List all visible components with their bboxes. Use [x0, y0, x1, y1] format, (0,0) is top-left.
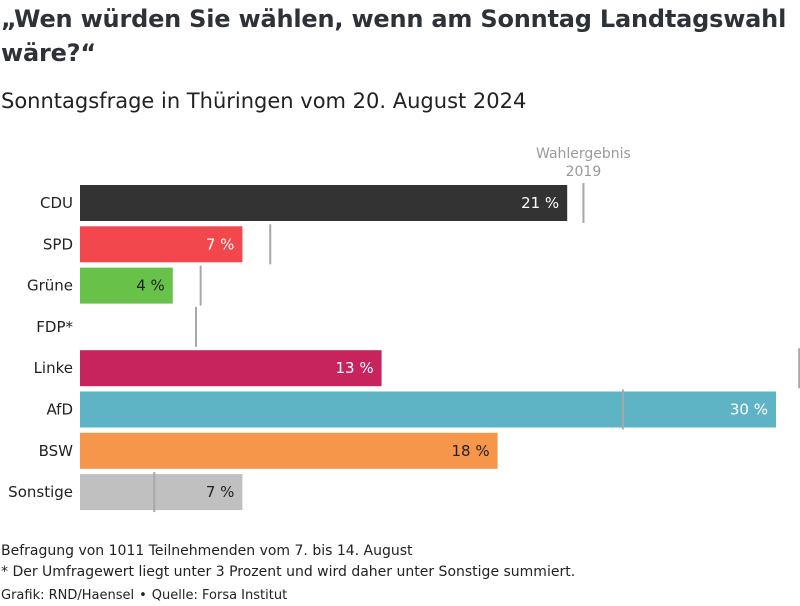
bar-sonstige	[80, 474, 243, 511]
reference-label-line1: Wahlergebnis	[536, 146, 631, 162]
value-label-afd: 30 %	[730, 401, 768, 419]
category-label-afd: AfD	[46, 401, 73, 419]
credit-separator: •	[139, 588, 147, 603]
bar-afd	[80, 391, 776, 428]
survey-note: Befragung von 1011 Teilnehmenden vom 7. …	[1, 543, 413, 559]
value-label-bsw: 18 %	[451, 442, 489, 460]
footnote: * Der Umfragewert liegt unter 3 Prozent …	[1, 564, 576, 580]
reference-label-line2: 2019	[566, 164, 602, 180]
chart-subtitle: Sonntagsfrage in Thüringen vom 20. Augus…	[1, 89, 527, 113]
bar-bsw	[80, 432, 498, 469]
value-label-linke: 13 %	[335, 359, 373, 377]
value-label-spd: 7 %	[206, 235, 235, 253]
source-credit: Quelle: Forsa Institut	[151, 588, 288, 603]
category-label-bsw: BSW	[39, 442, 74, 460]
category-label-fdp: FDP*	[36, 318, 73, 336]
category-label-linke: Linke	[34, 359, 73, 377]
category-label-sonstige: Sonstige	[8, 483, 73, 501]
credit-line: Grafik: RND/Haensel • Quelle: Forsa Instit…	[1, 588, 287, 604]
value-label-sonstige: 7 %	[206, 483, 235, 501]
category-label-spd: SPD	[43, 235, 73, 253]
value-label-cdu: 21 %	[521, 194, 559, 212]
value-label-gr-ne: 4 %	[136, 277, 165, 295]
bar-spd	[80, 226, 243, 263]
category-label-cdu: CDU	[40, 194, 73, 212]
bar-chart: CDU 21 % SPD 7 % Grüne 4 % FDP* Linke 13 % AfD 30 …	[8, 146, 800, 513]
chart-title: „Wen würden Sie wählen, wenn am Sonntag …	[1, 5, 787, 67]
category-label-gr-ne: Grüne	[27, 277, 73, 295]
bar-cdu	[80, 185, 568, 221]
bar-gr-ne	[80, 267, 173, 304]
graphic-credit: Grafik: RND/Haensel	[1, 588, 135, 603]
bar-linke	[80, 350, 382, 387]
